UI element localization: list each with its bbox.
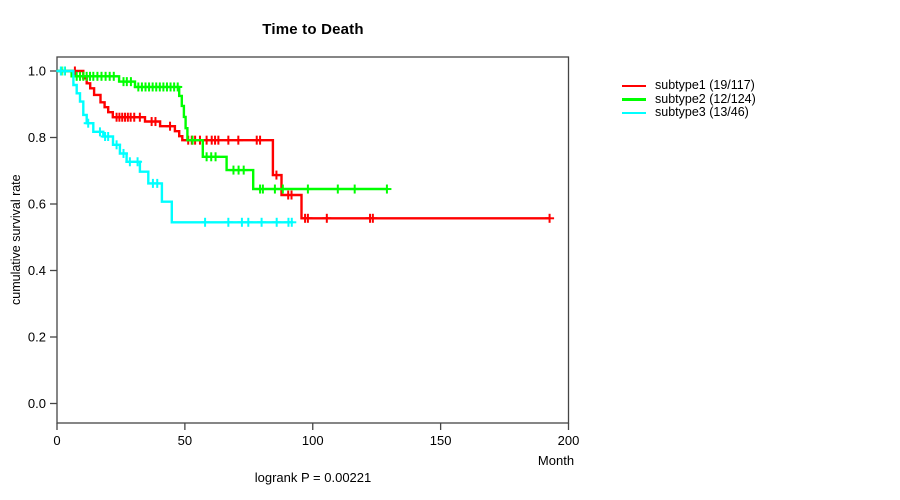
legend-item-subtype2: subtype2 (12/124) — [622, 91, 756, 107]
y-tick-label: 0.2 — [28, 330, 46, 345]
legend-line-swatch — [622, 84, 646, 88]
legend-item-subtype1: subtype1 (19/117) — [622, 78, 756, 93]
survival-curve-1 — [57, 69, 550, 220]
legend-line-swatch — [622, 111, 646, 115]
x-tick-label: 100 — [302, 433, 324, 448]
legend-label: subtype3 (13/46) — [655, 105, 749, 120]
legend-label: subtype1 (19/117) — [655, 78, 755, 92]
legend-line-swatch — [622, 98, 646, 101]
chart-title: Time to Death — [262, 21, 364, 38]
x-tick-label: 0 — [53, 433, 60, 448]
survival-curve-2 — [57, 69, 387, 191]
y-tick-label: 1.0 — [28, 64, 46, 79]
y-tick-label: 0.6 — [28, 197, 46, 212]
survival-curve-3 — [57, 69, 294, 224]
x-tick-label: 200 — [558, 433, 580, 448]
x-tick-label: 50 — [178, 433, 192, 448]
x-tick-label: 150 — [430, 433, 452, 448]
y-tick-label: 0.8 — [28, 130, 46, 145]
legend-item-subtype3: subtype3 (13/46) — [622, 106, 756, 120]
y-tick-label: 0.4 — [28, 263, 46, 278]
plot-box — [56, 56, 570, 424]
y-tick-label: 0.0 — [28, 396, 46, 411]
x-axis-title: Month — [537, 453, 575, 468]
legend-label: subtype2 (12/124) — [655, 91, 756, 106]
logrank-pvalue: logrank P = 0.00221 — [254, 470, 372, 485]
legend: subtype1 (19/117) subtype2 (12/124) subt… — [622, 78, 756, 120]
